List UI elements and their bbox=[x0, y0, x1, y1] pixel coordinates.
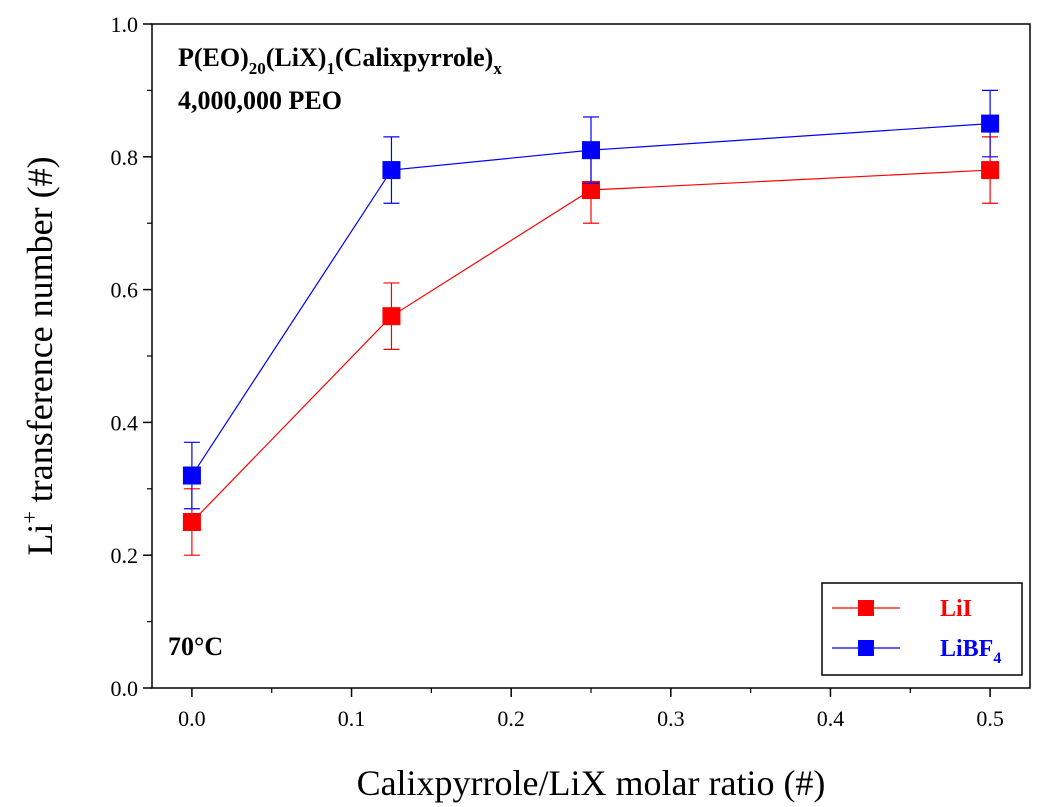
axis-ticks: 0.0 0.1 0.2 0.3 0.4 0.5 0.0 0.2 0.4 0.6 0.8 1.0 bbox=[111, 12, 1004, 731]
y-axis-title-sup: + bbox=[17, 511, 42, 523]
series-0 bbox=[182, 136, 1000, 556]
series-line-0 bbox=[191, 169, 991, 523]
temperature-annotation: 70°C bbox=[168, 632, 223, 661]
x-tick-label-5: 0.5 bbox=[976, 706, 1004, 731]
formula-part-1: P(EO) bbox=[178, 43, 249, 72]
data-point-1-1 bbox=[382, 161, 401, 180]
formula-sub-3: x bbox=[493, 59, 502, 78]
x-tick-label-1: 0.1 bbox=[338, 706, 366, 731]
legend-marker-libf4 bbox=[858, 640, 874, 656]
peo-annotation: 4,000,000 PEO bbox=[178, 86, 342, 115]
data-point-1-0 bbox=[182, 466, 201, 485]
data-point-0-0 bbox=[182, 513, 201, 531]
formula-sub-2: 1 bbox=[326, 59, 335, 78]
formula-part-2: (LiX) bbox=[266, 43, 327, 72]
series-layer bbox=[182, 89, 1000, 556]
data-point-0-3 bbox=[981, 161, 1000, 180]
y-tick-label-4: 0.8 bbox=[111, 145, 139, 170]
formula-part-3: (Calixpyrrole) bbox=[335, 43, 493, 72]
legend-label-libf4-main: LiBF bbox=[940, 636, 993, 662]
legend-marker-lii bbox=[858, 600, 874, 616]
legend-label-libf4-sub: 4 bbox=[993, 650, 1001, 667]
y-axis-title: Li+ transference number (#) bbox=[17, 156, 60, 555]
x-axis-title: Calixpyrrole/LiX molar ratio (#) bbox=[357, 763, 826, 803]
data-point-0-1 bbox=[382, 307, 401, 326]
x-tick-label-0: 0.0 bbox=[178, 706, 206, 731]
x-tick-label-3: 0.3 bbox=[657, 706, 685, 731]
formula-sub-1: 20 bbox=[249, 59, 266, 78]
legend-box bbox=[821, 582, 1023, 676]
formula-annotation: P(EO)20(LiX)1(Calixpyrrole)x bbox=[178, 43, 502, 78]
series-line-1 bbox=[191, 123, 991, 476]
data-point-0-2 bbox=[582, 181, 600, 199]
legend-label-lii: LiI bbox=[940, 596, 972, 622]
legend-label-libf4: LiBF4 bbox=[940, 636, 1001, 667]
y-tick-label-3: 0.6 bbox=[111, 278, 139, 303]
data-point-1-3 bbox=[981, 114, 1000, 133]
legend: LiI LiBF4 bbox=[821, 582, 1023, 676]
y-tick-label-1: 0.2 bbox=[111, 543, 139, 568]
series-1 bbox=[182, 89, 1000, 510]
y-tick-label-0: 0.0 bbox=[111, 676, 139, 701]
y-axis-title-rest: transference number (#) bbox=[20, 156, 60, 511]
data-point-1-2 bbox=[582, 141, 600, 160]
y-tick-label-5: 1.0 bbox=[111, 12, 139, 37]
y-axis-title-main: Li bbox=[20, 524, 60, 556]
y-tick-label-2: 0.4 bbox=[111, 410, 139, 435]
x-tick-label-2: 0.2 bbox=[497, 706, 525, 731]
x-tick-label-4: 0.4 bbox=[817, 706, 845, 731]
